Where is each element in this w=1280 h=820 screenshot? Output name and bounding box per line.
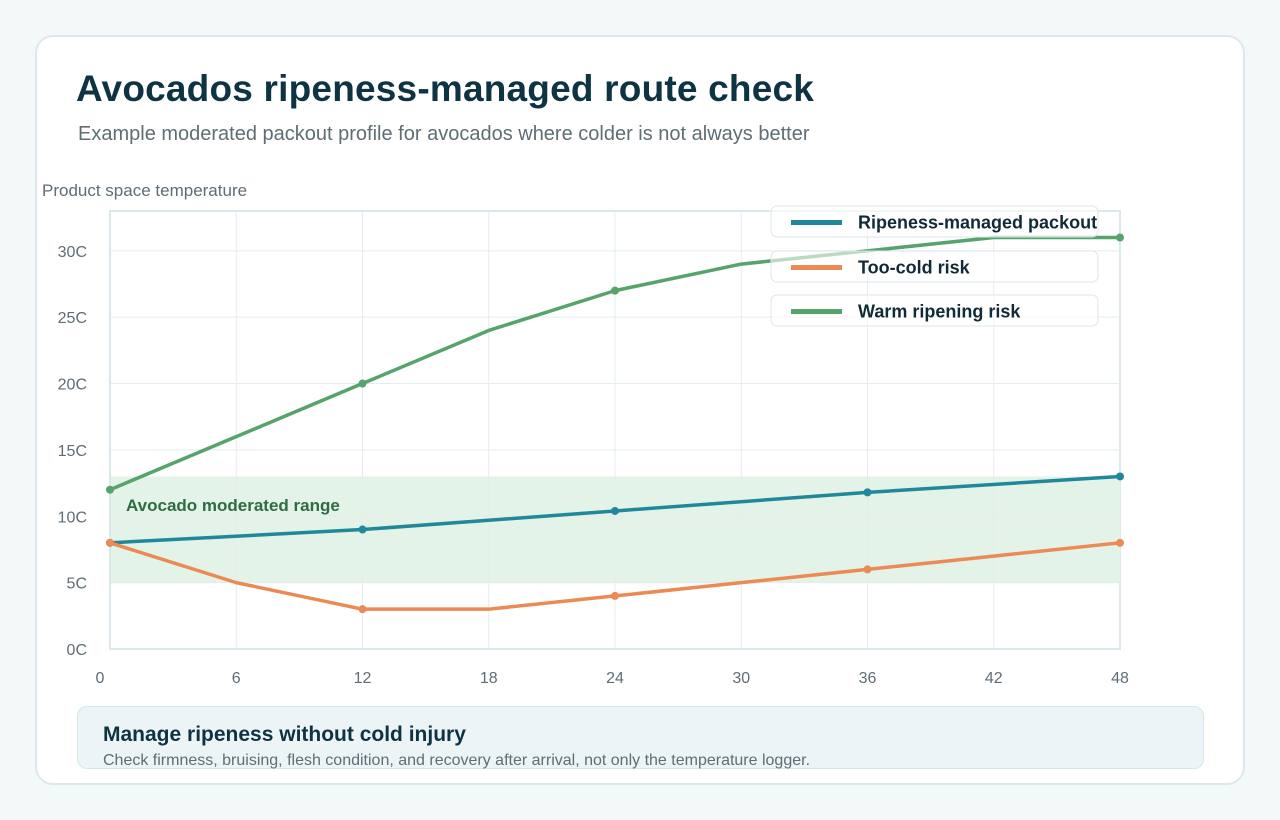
y-tick-label: 10C [58, 509, 87, 526]
series-point-0 [358, 525, 367, 534]
x-tick-label: 12 [354, 670, 372, 687]
legend-label: Warm ripening risk [858, 302, 1021, 322]
band-label: Avocado moderated range [126, 496, 340, 515]
y-tick-label: 30C [58, 244, 87, 261]
callout-title: Manage ripeness without cold injury [103, 723, 466, 746]
series-point-0 [1116, 472, 1124, 481]
series-point-2 [1116, 233, 1124, 242]
x-tick-label: 24 [606, 670, 624, 687]
x-tick-label: 48 [1111, 670, 1129, 687]
series-point-2 [106, 485, 114, 494]
series-point-2 [611, 286, 619, 295]
y-tick-label: 25C [58, 310, 87, 327]
y-axis-title: Product space temperature [42, 181, 247, 200]
y-tick-label: 5C [67, 576, 87, 593]
y-tick-label: 15C [58, 443, 87, 460]
page-title: Avocados ripeness-managed route check [76, 68, 815, 109]
page-subtitle: Example moderated packout profile for av… [78, 123, 810, 145]
x-tick-label: 36 [859, 670, 877, 687]
legend-item-box [770, 250, 1099, 283]
legend-label: Too-cold risk [858, 258, 971, 278]
series-point-0 [611, 506, 619, 515]
series-point-2 [358, 379, 367, 388]
callout-body: Check firmness, bruising, flesh conditio… [103, 752, 811, 769]
series-point-0 [863, 488, 872, 497]
x-tick-label: 6 [232, 670, 241, 687]
series-point-1 [1116, 538, 1124, 547]
series-point-1 [863, 565, 872, 574]
legend-item-box [770, 205, 1099, 238]
series-point-1 [106, 538, 114, 547]
note-callout: Manage ripeness without cold injury Chec… [77, 706, 1204, 769]
series-point-1 [358, 605, 367, 614]
x-tick-label: 42 [985, 670, 1003, 687]
y-tick-label: 20C [58, 377, 87, 394]
x-tick-label: 0 [96, 670, 105, 687]
x-tick-label: 30 [732, 670, 750, 687]
x-tick-label: 18 [480, 670, 498, 687]
legend-label: Ripeness-managed packout [858, 213, 1097, 233]
legend-item-box [770, 294, 1099, 327]
y-tick-label: 0C [67, 642, 87, 659]
series-point-1 [611, 591, 619, 600]
